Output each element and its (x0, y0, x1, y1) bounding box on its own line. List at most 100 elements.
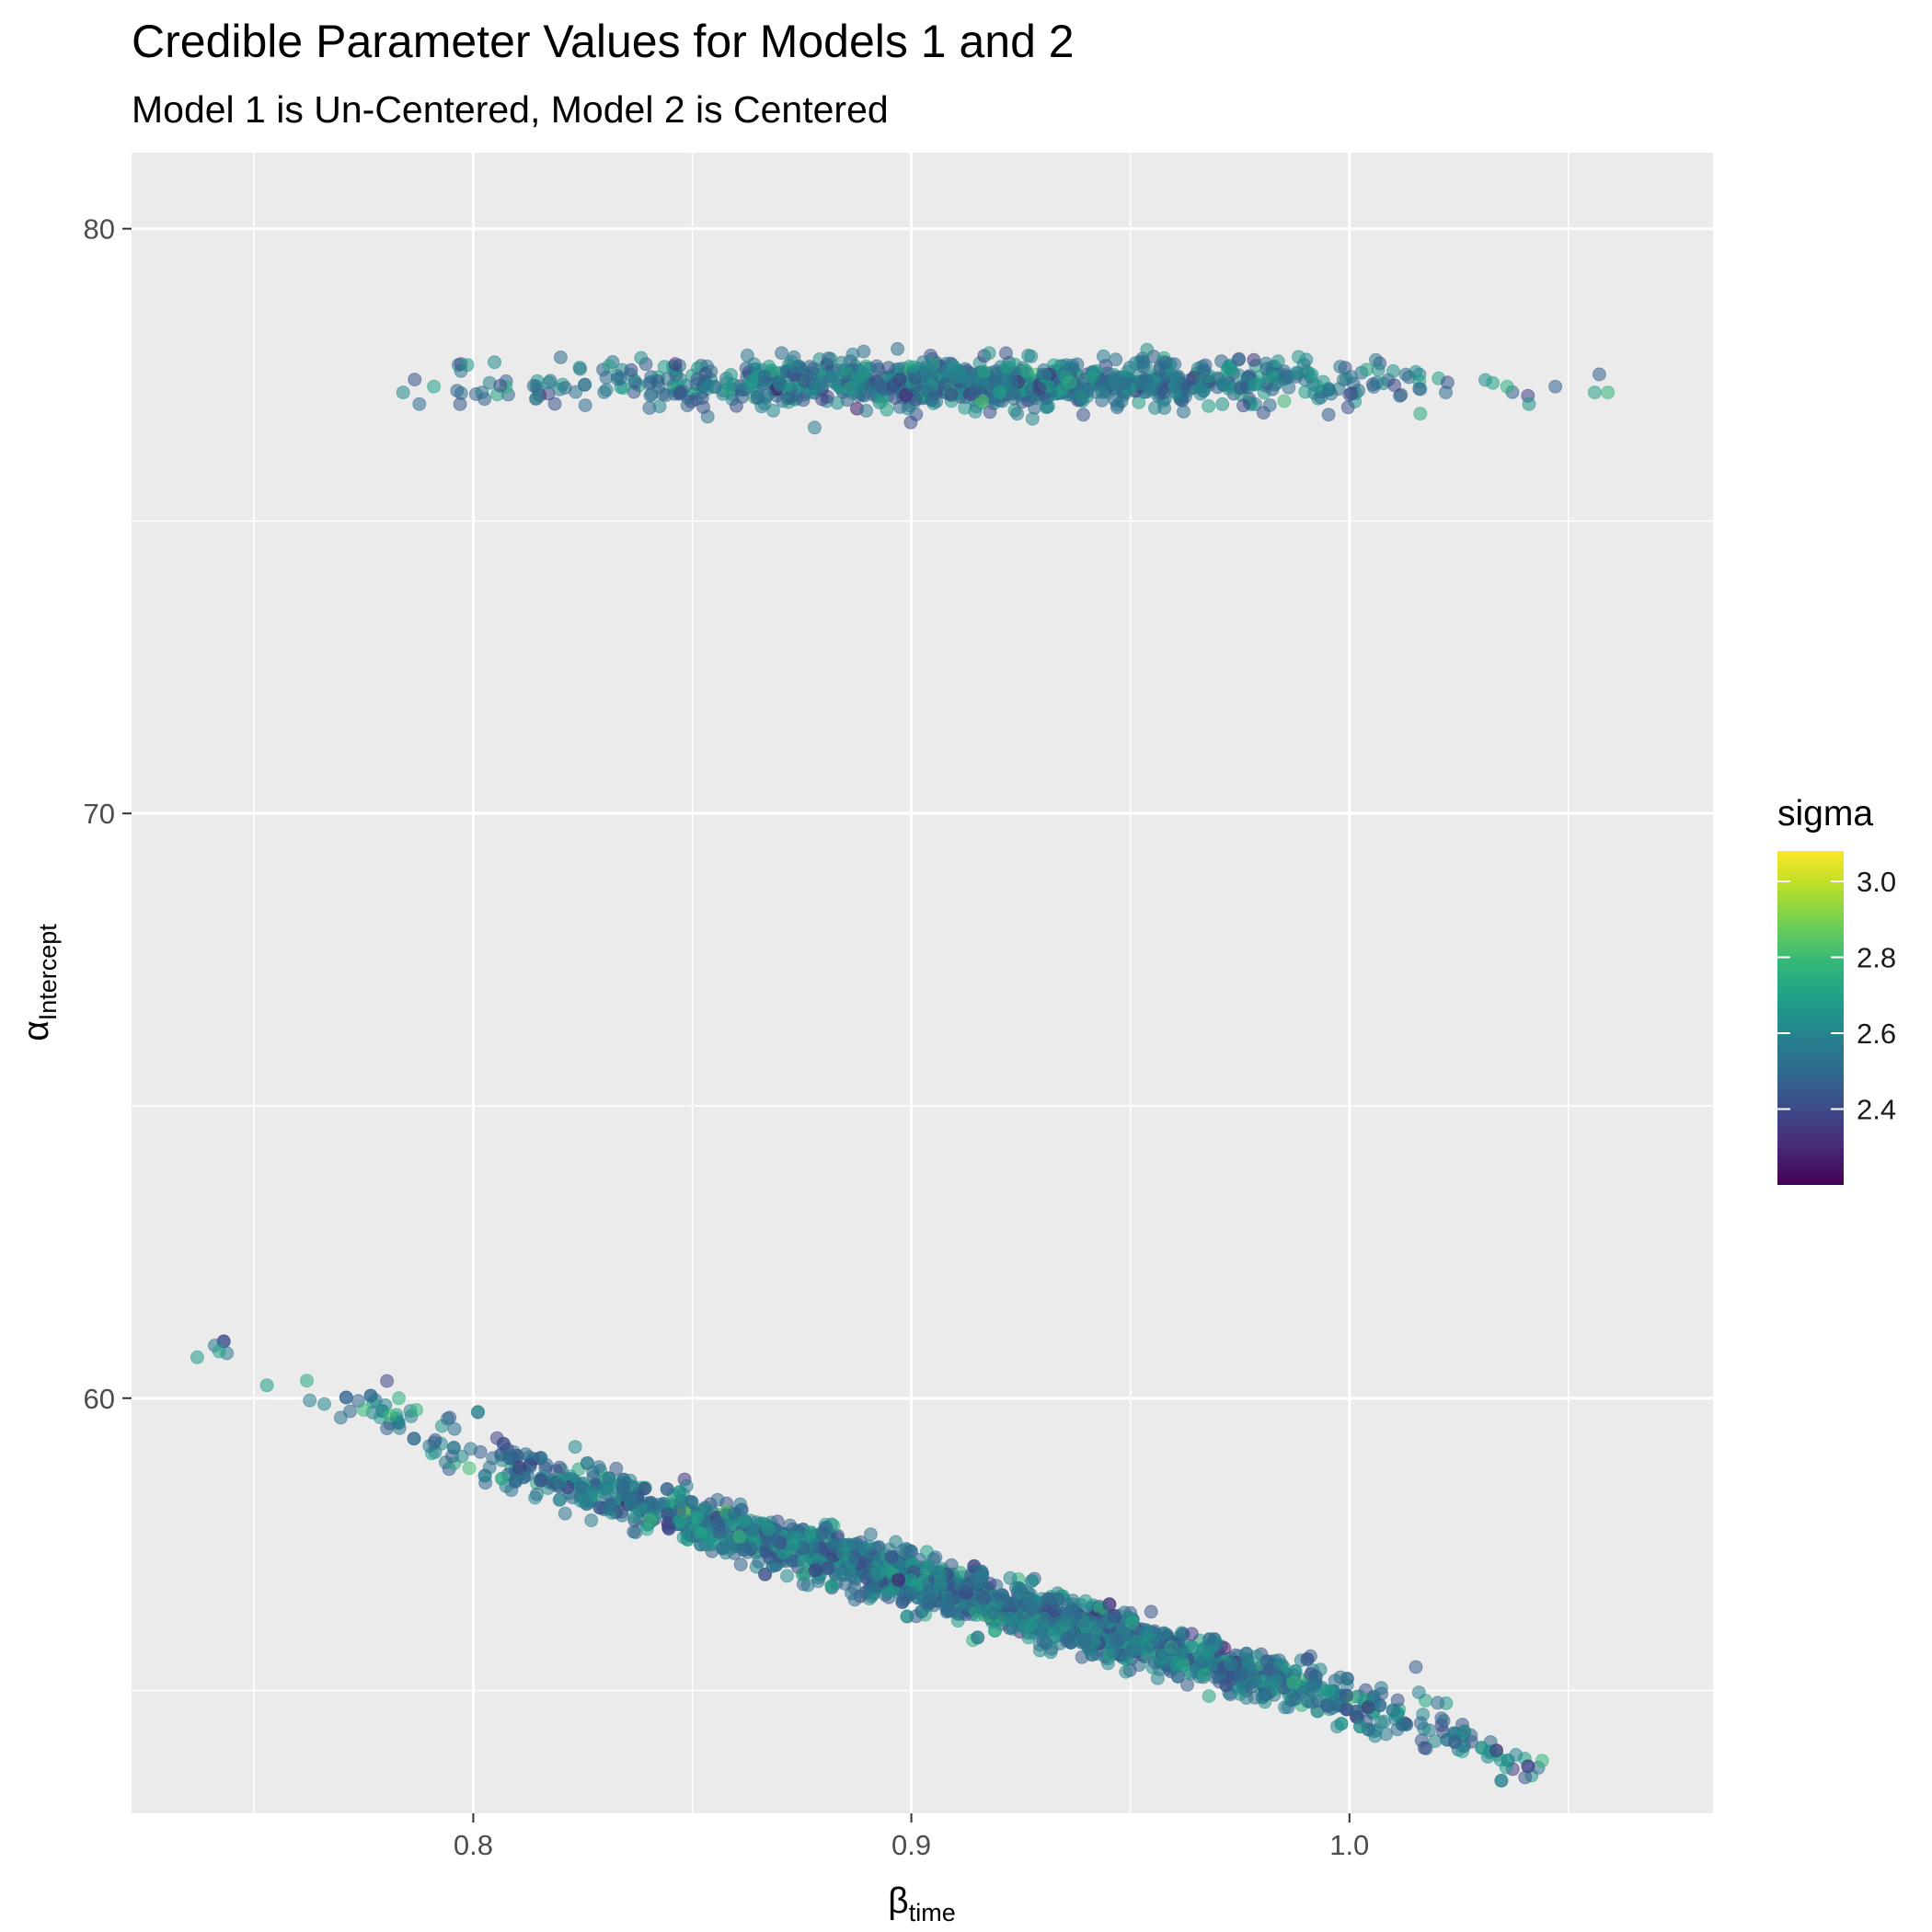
scatter-point (1428, 1734, 1443, 1749)
scatter-point (446, 1441, 461, 1455)
scatter-point (599, 371, 614, 385)
scatter-point (695, 391, 709, 405)
scatter-point (680, 398, 695, 413)
scatter-point (1412, 382, 1427, 396)
scatter-point (1040, 399, 1054, 414)
scatter-point (529, 391, 544, 406)
scatter-point (797, 1554, 811, 1569)
scatter-point (1349, 1704, 1363, 1719)
scatter-point (1436, 1714, 1451, 1728)
scatter-point (903, 1544, 918, 1558)
legend-tick-label: 3.0 (1857, 866, 1896, 898)
scatter-point (1322, 383, 1337, 397)
scatter-point (1215, 397, 1230, 411)
scatter-point (396, 385, 410, 400)
scatter-point (1106, 1630, 1121, 1645)
scatter-point (1197, 1668, 1212, 1683)
scatter-point (765, 1558, 780, 1573)
scatter-point (929, 395, 944, 408)
scatter-point (412, 397, 427, 411)
scatter-point (1494, 1774, 1509, 1788)
legend-tick-label: 2.8 (1857, 942, 1896, 974)
legend: sigma 2.4 2.6 2.8 3.0 (1777, 794, 1896, 1185)
scatter-points (190, 341, 1616, 1788)
scatter-point (1344, 386, 1359, 401)
scatter-point (1202, 1689, 1216, 1704)
scatter-point (786, 1538, 800, 1553)
scatter-point (558, 1506, 572, 1521)
scatter-point (303, 1393, 317, 1408)
scatter-point (983, 405, 997, 420)
scatter-point (643, 1513, 658, 1528)
scatter-point (1395, 1717, 1409, 1731)
scatter-point (1202, 1632, 1217, 1647)
scatter-point (1509, 1747, 1524, 1762)
scatter-point (1003, 1611, 1018, 1626)
scatter-point (971, 1630, 985, 1645)
scatter-point (977, 364, 992, 379)
scatter-point (1439, 385, 1453, 400)
scatter-point (1359, 362, 1374, 377)
scatter-point (1247, 352, 1261, 367)
scatter-point (1236, 398, 1250, 413)
scatter-point (1521, 1759, 1535, 1774)
scatter-point (938, 377, 952, 392)
scatter-point (1119, 1664, 1133, 1679)
scatter-point (1489, 1743, 1503, 1758)
scatter-point (796, 393, 811, 408)
scatter-point (553, 351, 568, 364)
chart-title: Credible Parameter Values for Models 1 a… (132, 16, 1075, 67)
scatter-point (1310, 379, 1325, 394)
scatter-point (903, 415, 918, 430)
scatter-point (1234, 1666, 1248, 1681)
scatter-point (339, 1390, 353, 1405)
scatter-point (916, 1590, 931, 1604)
scatter-point (333, 1410, 348, 1425)
scatter-point (1277, 394, 1292, 408)
scatter-point (1006, 1596, 1020, 1611)
scatter-point (891, 341, 905, 356)
scatter-point (1132, 1658, 1146, 1673)
scatter-point (1486, 375, 1501, 390)
scatter-point (1319, 1697, 1334, 1712)
scatter-point (661, 1520, 676, 1535)
scatter-point (1065, 358, 1080, 373)
scatter-point (1269, 1673, 1283, 1688)
scatter-point (190, 1350, 204, 1364)
scatter-point (1175, 1647, 1190, 1662)
scatter-point (1413, 407, 1428, 421)
scatter-point (656, 1497, 671, 1511)
x-axis-symbol: β (888, 1881, 908, 1921)
scatter-point (1152, 362, 1167, 377)
scatter-point (464, 1442, 478, 1456)
scatter-point (1047, 1604, 1062, 1618)
scatter-point (1196, 365, 1211, 380)
scatter-point (1107, 1609, 1121, 1623)
scatter-point (615, 1478, 630, 1493)
scatter-point (460, 358, 475, 373)
scatter-point (1194, 377, 1209, 392)
scatter-point (775, 346, 789, 361)
legend-tick-label: 2.6 (1857, 1018, 1896, 1050)
scatter-point (300, 1374, 314, 1388)
scatter-point (650, 374, 665, 388)
scatter-point (380, 1374, 395, 1388)
scatter-point (1522, 397, 1536, 411)
scatter-point (493, 378, 508, 393)
x-axis-title: βtime (888, 1881, 955, 1926)
scatter-point (940, 1598, 955, 1613)
scatter-point (477, 1468, 492, 1483)
scatter-point (916, 366, 931, 381)
scatter-point (933, 1580, 948, 1594)
y-axis-title: αIntercept (17, 924, 62, 1041)
scatter-point (1121, 364, 1135, 379)
scatter-point (580, 1455, 594, 1470)
scatter-point (1038, 368, 1052, 383)
scatter-point (1411, 1685, 1426, 1700)
scatter-point (1259, 1654, 1274, 1669)
scatter-point (732, 1530, 747, 1544)
scatter-point (1089, 1625, 1104, 1639)
scatter-point (409, 1403, 423, 1417)
scatter-point (496, 1436, 511, 1451)
scatter-point (806, 362, 821, 376)
